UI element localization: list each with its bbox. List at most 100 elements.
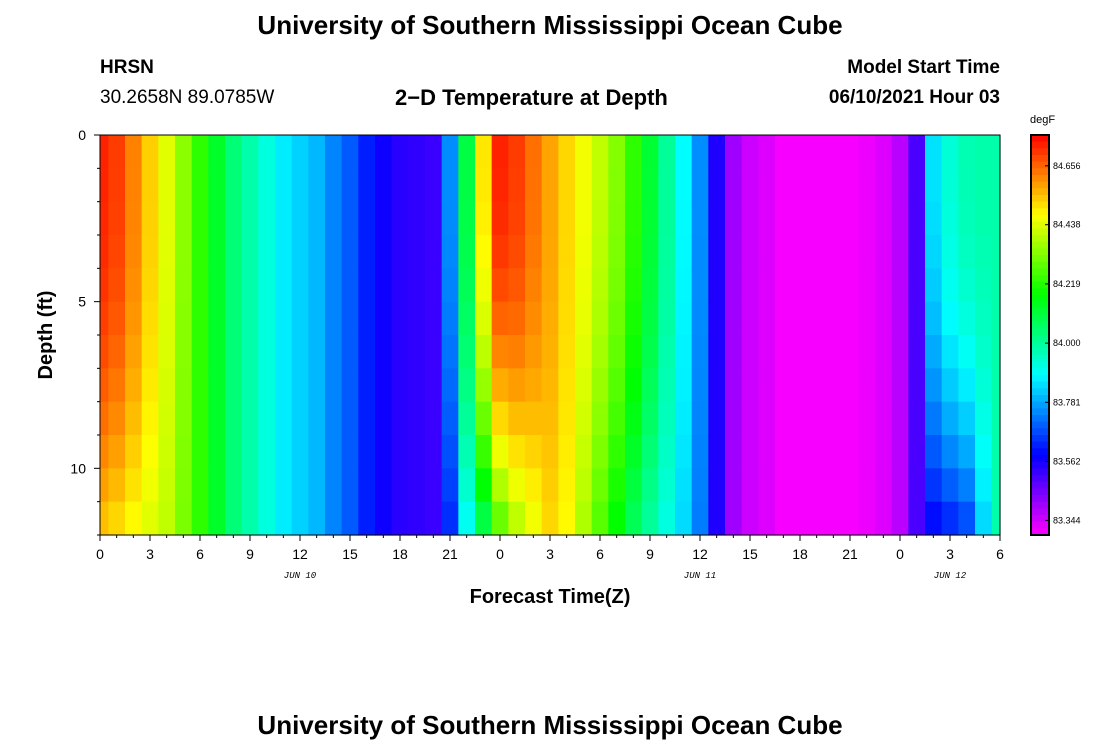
heatmap-cell bbox=[958, 335, 976, 369]
colorbar-swatch bbox=[1031, 155, 1049, 163]
colorbar-swatch bbox=[1031, 301, 1049, 309]
heatmap-cell bbox=[908, 401, 926, 436]
heatmap-cell bbox=[375, 301, 393, 336]
heatmap-cell bbox=[608, 401, 626, 436]
heatmap-cell bbox=[391, 201, 409, 236]
heatmap-cell bbox=[641, 435, 659, 469]
heatmap-cell bbox=[458, 335, 476, 369]
heatmap-cell bbox=[891, 268, 909, 303]
heatmap-cell bbox=[525, 468, 543, 503]
heatmap-cell bbox=[741, 268, 759, 303]
heatmap-cell bbox=[125, 501, 143, 536]
y-axis-title: Depth (ft) bbox=[35, 291, 57, 380]
heatmap-cell bbox=[925, 501, 943, 536]
heatmap-cell bbox=[358, 201, 376, 236]
heatmap-cell bbox=[375, 401, 393, 436]
heatmap-cell bbox=[191, 135, 209, 169]
heatmap-cell bbox=[275, 301, 293, 336]
heatmap-cell bbox=[208, 135, 226, 169]
heatmap-cell bbox=[641, 268, 659, 303]
heatmap-cell bbox=[291, 268, 309, 303]
heatmap-cell bbox=[925, 401, 943, 436]
heatmap-cell bbox=[341, 235, 359, 269]
heatmap-cell bbox=[291, 168, 309, 203]
heatmap-cell bbox=[225, 268, 243, 303]
heatmap-cell bbox=[191, 501, 209, 536]
heatmap-cell bbox=[191, 401, 209, 436]
heatmap-cell bbox=[241, 501, 259, 536]
heatmap-cell bbox=[425, 201, 443, 236]
colorbar-label: 83.562 bbox=[1053, 456, 1081, 466]
heatmap-cell bbox=[908, 435, 926, 469]
heatmap-cell bbox=[191, 235, 209, 269]
station-coordinates: 30.2658N 89.0785W bbox=[100, 87, 275, 108]
heatmap-cell bbox=[708, 135, 726, 169]
heatmap-cell bbox=[158, 468, 176, 503]
heatmap-cell bbox=[475, 401, 493, 436]
heatmap-cell bbox=[758, 368, 776, 403]
heatmap-cell bbox=[308, 201, 326, 236]
heatmap-cell bbox=[775, 301, 793, 336]
heatmap-cell bbox=[458, 168, 476, 203]
heatmap-cell bbox=[591, 368, 609, 403]
colorbar-swatch bbox=[1031, 295, 1049, 303]
heatmap-cell bbox=[941, 368, 959, 403]
heatmap-cell bbox=[691, 335, 709, 369]
heatmap-cell bbox=[208, 368, 226, 403]
heatmap-cell bbox=[758, 235, 776, 269]
heatmap-cell bbox=[591, 501, 609, 536]
heatmap-cell bbox=[891, 368, 909, 403]
heatmap-cell bbox=[558, 468, 576, 503]
heatmap-cell bbox=[858, 168, 876, 203]
heatmap-cell bbox=[925, 135, 943, 169]
heatmap-cell bbox=[425, 168, 443, 203]
x-tick-label: 3 bbox=[146, 546, 154, 562]
heatmap-cell bbox=[158, 135, 176, 169]
heatmap-cell bbox=[641, 401, 659, 436]
heatmap-cell bbox=[841, 268, 859, 303]
heatmap-cell bbox=[225, 468, 243, 503]
heatmap-cell bbox=[100, 301, 109, 336]
x-tick-label: 12 bbox=[292, 546, 308, 562]
heatmap-cell bbox=[808, 268, 826, 303]
date-label: JUN 11 bbox=[684, 571, 716, 581]
heatmap-cell bbox=[275, 401, 293, 436]
heatmap-cell bbox=[941, 401, 959, 436]
colorbar-swatch bbox=[1031, 435, 1049, 443]
heatmap-cell bbox=[791, 268, 809, 303]
heatmap-cell bbox=[100, 501, 109, 536]
heatmap-cell bbox=[975, 301, 993, 336]
heatmap-cell bbox=[341, 301, 359, 336]
heatmap-cell bbox=[108, 135, 126, 169]
heatmap-cell bbox=[591, 435, 609, 469]
colorbar-swatch bbox=[1031, 308, 1049, 316]
heatmap-cell bbox=[575, 435, 593, 469]
x-axis-title: Forecast Time(Z) bbox=[470, 586, 631, 608]
heatmap-cell bbox=[291, 401, 309, 436]
heatmap-cell bbox=[341, 168, 359, 203]
heatmap-cell bbox=[525, 368, 543, 403]
heatmap-cell bbox=[858, 401, 876, 436]
heatmap-cell bbox=[808, 468, 826, 503]
heatmap-cell bbox=[308, 335, 326, 369]
heatmap-cell bbox=[191, 468, 209, 503]
heatmap-cell bbox=[258, 335, 276, 369]
heatmap-cell bbox=[941, 168, 959, 203]
heatmap-cell bbox=[725, 168, 743, 203]
heatmap-cell bbox=[158, 401, 176, 436]
colorbar-label: 84.219 bbox=[1053, 279, 1081, 289]
colorbar-swatch bbox=[1031, 455, 1049, 463]
heatmap-cell bbox=[958, 168, 976, 203]
heatmap-cell bbox=[841, 168, 859, 203]
heatmap-cell bbox=[558, 235, 576, 269]
heatmap-cell bbox=[491, 235, 509, 269]
heatmap-cell bbox=[475, 335, 493, 369]
y-tick-label: 10 bbox=[70, 460, 86, 476]
colorbar-swatch bbox=[1031, 508, 1049, 516]
heatmap-cell bbox=[891, 168, 909, 203]
heatmap-cell bbox=[858, 135, 876, 169]
colorbar-label: 84.656 bbox=[1053, 161, 1081, 171]
heatmap-cell bbox=[441, 168, 459, 203]
heatmap-cell bbox=[991, 235, 1001, 269]
